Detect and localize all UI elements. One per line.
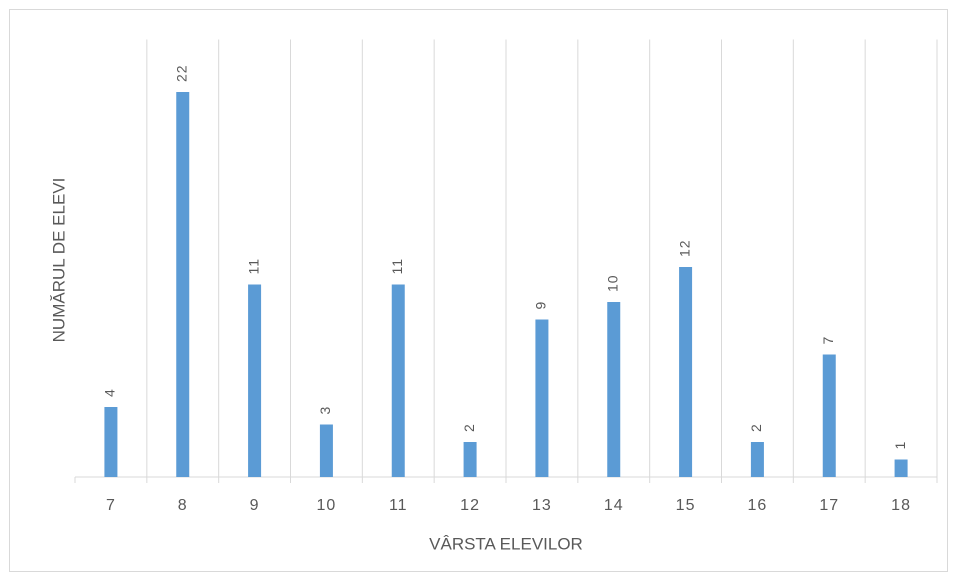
chart-frame: [9, 9, 948, 572]
data-label: 2: [748, 423, 764, 432]
bar: [248, 284, 262, 477]
data-label: 22: [173, 64, 189, 82]
bar: [319, 424, 333, 477]
x-tick-label: 18: [891, 497, 911, 514]
data-label: 4: [102, 388, 118, 397]
bar: [679, 267, 693, 477]
bar: [104, 407, 118, 477]
bar: [750, 442, 764, 477]
bar: [822, 354, 836, 477]
x-tick-label: 10: [317, 497, 337, 514]
data-label: 2: [461, 423, 477, 432]
data-label: 11: [389, 258, 405, 275]
data-label: 10: [604, 274, 620, 292]
bar: [463, 442, 477, 477]
x-tick-label: 9: [250, 497, 260, 514]
bar: [535, 319, 549, 477]
bar: [391, 284, 405, 477]
x-axis-title: VÂRSTA ELEVILOR: [429, 534, 583, 553]
x-tick-label: 7: [106, 497, 116, 514]
x-tick-label: 15: [676, 497, 696, 514]
y-axis-title: NUMĂRUL DE ELEVI: [49, 178, 68, 343]
x-tick-label: 16: [748, 497, 768, 514]
data-label: 11: [245, 258, 261, 275]
x-tick-label: 17: [819, 497, 839, 514]
x-tick-label: 14: [604, 497, 624, 514]
x-tick-label: 8: [178, 497, 188, 514]
bar: [176, 92, 190, 477]
x-tick-label: 13: [532, 497, 552, 514]
x-tick-label: 12: [460, 497, 480, 514]
bar: [607, 302, 621, 477]
bar: [894, 459, 908, 477]
data-label: 7: [820, 336, 836, 345]
data-label: 3: [317, 406, 333, 415]
data-label: 12: [676, 239, 692, 257]
x-tick-label: 11: [389, 497, 408, 514]
data-label: 9: [533, 301, 549, 310]
data-label: 1: [892, 441, 908, 450]
